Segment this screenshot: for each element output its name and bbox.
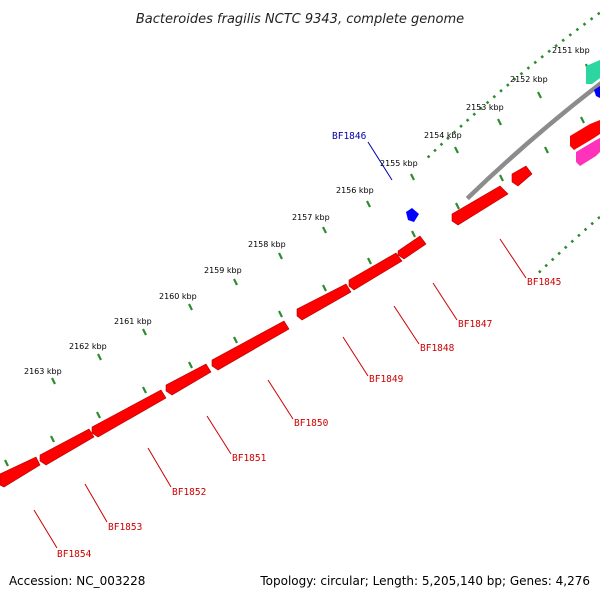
leader-line-BF1845 [499, 238, 527, 279]
feature-red-partial[interactable] [570, 120, 600, 150]
gene-arrow-BF1845[interactable] [451, 185, 509, 226]
forward-gene-BF1846[interactable]: BF1846 [332, 131, 419, 222]
accession-text: Accession: NC_003228 [9, 574, 145, 588]
ruler-tick-label: 2161 kbp [114, 317, 152, 326]
ruler-tick-label: 2152 kbp [510, 75, 548, 84]
ruler-major-tick [497, 118, 502, 126]
inner-ruler-tick [580, 116, 585, 124]
leader-line-BF1846 [367, 141, 393, 181]
gene-label-BF1851[interactable]: BF1851 [232, 453, 267, 464]
ruler-tick-label: 2162 kbp [69, 342, 107, 351]
ruler-tick-label: 2160 kbp [159, 292, 197, 301]
ruler-tick-label: 2151 kbp [552, 46, 590, 55]
leader-line-BF1849 [342, 336, 369, 377]
inner-ruler-tick [188, 361, 193, 369]
inner-ruler-tick [278, 310, 283, 318]
inner-ruler-tick [455, 202, 460, 210]
inner-ruler-tick [96, 411, 101, 419]
inner-ruler-tick [367, 257, 372, 265]
inner-ruler-tick [233, 336, 238, 344]
ruler-tick-label: 2163 kbp [24, 367, 62, 376]
ruler-major-tick [322, 226, 327, 234]
ruler-tick-label: 2155 kbp [380, 159, 418, 168]
gene-label-BF1847[interactable]: BF1847 [458, 319, 492, 330]
inner-ruler-tick [544, 146, 549, 154]
feature-blue-partial[interactable] [594, 86, 600, 98]
ruler-major-tick [366, 200, 371, 208]
genome-summary: Topology: circular; Length: 5,205,140 bp… [259, 574, 590, 588]
gene-arrow-BF1845[interactable] [511, 165, 533, 187]
gene-label-BF1849[interactable]: BF1849 [369, 374, 404, 385]
leader-line-BF1852 [147, 447, 172, 488]
gene-label-BF1848[interactable]: BF1848 [420, 343, 455, 354]
leader-line-BF1853 [84, 483, 108, 523]
gene-label-BF1850[interactable]: BF1850 [294, 418, 329, 429]
gene-label-BF1852[interactable]: BF1852 [172, 487, 206, 498]
inner-ruler-tick [4, 459, 9, 467]
ruler-major-tick [454, 146, 459, 154]
ruler-tick-label: 2153 kbp [466, 103, 504, 112]
reverse-gene-labels: BF1845 BF1847 BF1848 BF1849 BF1850 BF1851 BF18… [33, 238, 561, 560]
gene-arrow-BF1849[interactable] [296, 283, 352, 321]
ruler-major-tick [410, 173, 415, 181]
feature-teal[interactable] [586, 60, 600, 84]
ruler-tick-label: 2154 kbp [424, 131, 462, 140]
position-ruler: 2151 kbp 2152 kbp 2153 kbp 2154 kbp 2155 kbp… [24, 11, 600, 385]
reverse-strand-genes [0, 165, 533, 488]
feature-pink[interactable] [576, 138, 600, 166]
leader-line-BF1854 [33, 509, 58, 549]
ruler-tick-label: 2156 kbp [336, 186, 374, 195]
ruler-major-tick [51, 377, 56, 385]
gene-label-BF1854[interactable]: BF1854 [57, 549, 92, 560]
gene-arrow-BF1850[interactable] [211, 320, 290, 371]
inner-ruler-tick [499, 174, 504, 182]
map-title: Bacteroides fragilis NCTC 9343, complete… [136, 12, 464, 27]
ruler-tick-label: 2159 kbp [204, 266, 242, 275]
ruler-major-tick [233, 278, 238, 286]
gene-label-BF1853[interactable]: BF1853 [108, 522, 142, 533]
gene-arrow-BF1852[interactable] [91, 389, 167, 438]
genome-backbone [465, 81, 600, 201]
inner-ruler-tick [322, 284, 327, 292]
leader-line-BF1850 [267, 379, 294, 420]
inner-ruler-tick [411, 230, 416, 238]
gene-arrow-BF1848[interactable] [348, 252, 403, 291]
gene-arrow-BF1853[interactable] [39, 428, 95, 466]
gene-arrow-BF1851[interactable] [165, 363, 212, 396]
gene-arrow-BF1846[interactable] [406, 208, 419, 222]
gene-label-BF1845[interactable]: BF1845 [527, 277, 561, 288]
leader-line-BF1848 [393, 305, 420, 345]
ruler-major-tick [142, 328, 147, 336]
leader-line-BF1847 [432, 282, 458, 321]
ruler-major-tick [188, 303, 193, 311]
ruler-tick-label: 2158 kbp [248, 240, 286, 249]
inner-ruler-tick [50, 435, 55, 443]
gene-arrow-BF1847[interactable] [397, 235, 427, 260]
gene-label-BF1846[interactable]: BF1846 [332, 131, 367, 142]
ruler-major-tick [97, 353, 102, 361]
gene-arrow-BF1854[interactable] [0, 456, 41, 488]
ruler-dotted-line [426, 11, 600, 159]
leader-line-BF1851 [206, 415, 232, 455]
ruler-major-tick [537, 91, 542, 99]
inner-ruler-tick [142, 386, 147, 394]
ruler-major-tick [278, 252, 283, 260]
inner-ruler [4, 116, 600, 467]
ruler-tick-label: 2157 kbp [292, 213, 330, 222]
